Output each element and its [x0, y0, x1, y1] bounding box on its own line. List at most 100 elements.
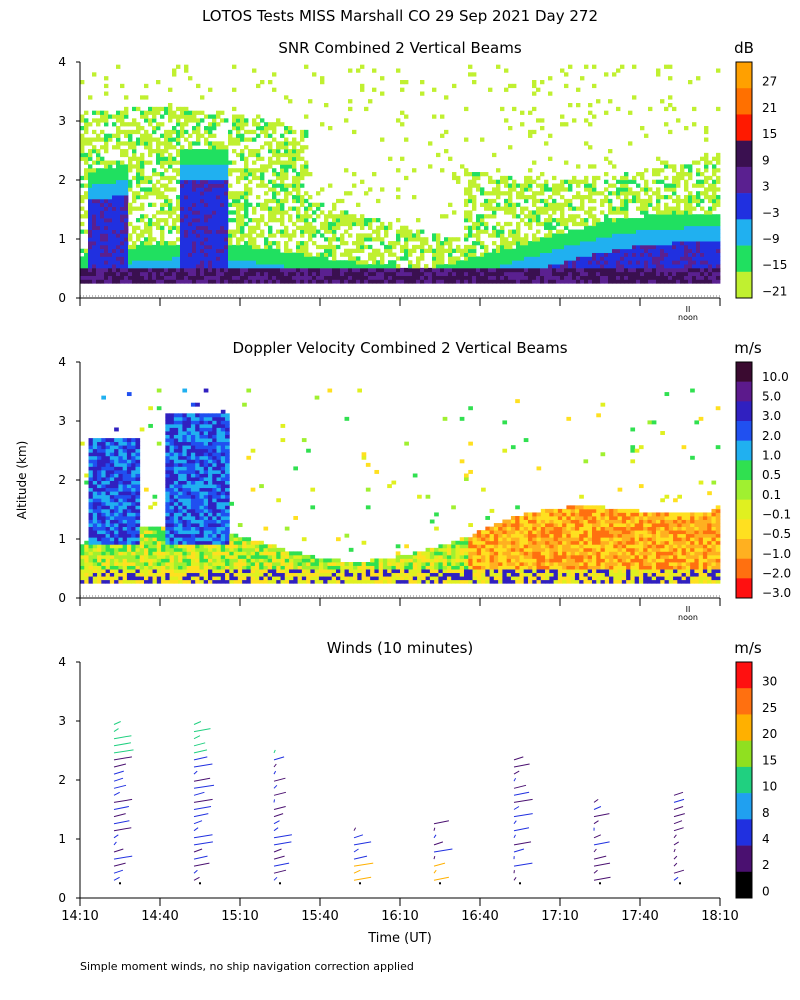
wind-barb: [273, 770, 277, 775]
colorbar-swatch: [736, 88, 752, 115]
colorbar-swatch: [736, 688, 752, 715]
winds-axes: 0 1 2 3 4 14:10 14:40 15:10 15:40 16:10 16:40 17:10…: [58, 655, 738, 924]
wind-barb: [673, 806, 684, 810]
noon-marker: II: [686, 605, 691, 614]
wind-barb: [113, 735, 132, 740]
wind-barb: [113, 855, 133, 860]
winds-colorbar-unit: m/s: [734, 639, 762, 657]
wind-barb: [193, 869, 198, 874]
wind-barb: [273, 791, 287, 796]
y-tick-label: 3: [58, 114, 66, 128]
wind-barb: [193, 813, 209, 818]
wind-barb: [273, 841, 292, 846]
snr-title: SNR Combined 2 Vertical Beams: [278, 39, 521, 57]
colorbar-label: −0.5: [762, 527, 791, 541]
y-tick-label: 0: [58, 591, 66, 605]
colorbar-swatch: [736, 271, 752, 299]
wind-barb: [273, 869, 287, 874]
wind-barb: [673, 841, 679, 846]
colorbar-swatch: [736, 193, 752, 220]
colorbar-label: 1.0: [762, 448, 781, 462]
colorbar-label: −2.0: [762, 566, 791, 580]
wind-marker: [439, 882, 441, 885]
colorbar-swatch: [736, 381, 752, 402]
colorbar-frame: [735, 361, 753, 599]
wind-barb: [353, 848, 359, 853]
wind-barb: [673, 855, 678, 860]
colorbar-label: 0.5: [762, 468, 781, 482]
wind-barb: [513, 777, 517, 782]
colorbar-label: −21: [762, 284, 787, 298]
wind-barb: [673, 834, 677, 839]
wind-barb: [673, 869, 685, 874]
wind-barb: [273, 820, 280, 825]
wind-barb: [193, 876, 200, 881]
wind-barb: [513, 834, 516, 839]
wind-barb: [193, 749, 208, 754]
velocity-plot-area: [80, 388, 721, 584]
colorbar-swatch: [736, 558, 752, 579]
colorbar-frame: [735, 661, 753, 899]
wind-barb: [113, 728, 119, 733]
wind-barb: [593, 876, 611, 881]
wind-barb: [593, 862, 611, 867]
wind-barb: [193, 827, 199, 832]
wind-barb: [273, 756, 285, 761]
wind-barb: [273, 834, 292, 839]
y-tick-label: 0: [58, 291, 66, 305]
colorbar-label: 2: [762, 858, 770, 872]
wind-barb: [113, 798, 133, 803]
colorbar-swatch: [736, 401, 752, 422]
colorbar-swatch: [736, 499, 752, 520]
colorbar-swatch: [736, 845, 752, 873]
wind-barb: [193, 806, 212, 810]
x-tick-label: 17:10: [541, 909, 578, 924]
wind-barb: [593, 813, 610, 818]
y-tick-label: 0: [58, 891, 66, 905]
colorbar-swatch: [736, 714, 752, 741]
colorbar-label: 15: [762, 127, 777, 141]
wind-marker: [199, 882, 201, 885]
colorbar-label: 25: [762, 701, 777, 715]
y-tick-label: 4: [58, 355, 66, 369]
wind-marker: [119, 882, 121, 885]
colorbar-label: 30: [762, 675, 777, 689]
winds-plot-area: [113, 721, 685, 885]
wind-barb: [273, 784, 278, 789]
y-tick-label: 1: [58, 232, 66, 246]
y-tick-label: 3: [58, 414, 66, 428]
wind-barb: [593, 841, 610, 846]
colorbar-swatch: [736, 460, 752, 481]
wind-barb: [433, 820, 449, 825]
wind-barb: [193, 855, 208, 860]
wind-barb: [273, 827, 279, 832]
wind-barb: [193, 763, 213, 768]
colorbar-label: −9: [762, 232, 780, 246]
y-tick-label: 1: [58, 832, 66, 846]
y-tick-label: 3: [58, 714, 66, 728]
snr-plot-area: [80, 64, 721, 284]
snr-colorbar-unit: dB: [734, 39, 754, 57]
velocity-colorbar: 10.0 5.0 3.0 2.0 1.0 0.5 0.1 −0.1 −0.5 −1.0 −2.0 −3…: [735, 361, 791, 600]
wind-barb: [433, 834, 437, 839]
wind-barb: [433, 855, 436, 860]
colorbar-swatch: [736, 362, 752, 382]
wind-barb: [673, 820, 683, 825]
wind-barb: [113, 848, 124, 853]
y-tick-label: 4: [58, 55, 66, 69]
y-tick-label: 4: [58, 655, 66, 669]
wind-barb: [593, 834, 602, 839]
wind-barb: [673, 791, 684, 796]
wind-barb: [193, 841, 213, 846]
wind-barb: [433, 876, 449, 881]
wind-barb: [193, 862, 210, 867]
wind-barb: [273, 813, 284, 818]
wind-barb: [593, 820, 599, 825]
colorbar-swatch: [736, 114, 752, 141]
colorbar-swatch: [736, 871, 752, 899]
wind-barb: [193, 834, 213, 839]
wind-barb: [273, 806, 286, 810]
winds-panel: Winds (10 minutes) 0 1 2 3 4 14:10 14:40 15:10 1…: [58, 639, 777, 924]
colorbar-label: −0.1: [762, 507, 791, 521]
wind-barb: [193, 742, 206, 747]
